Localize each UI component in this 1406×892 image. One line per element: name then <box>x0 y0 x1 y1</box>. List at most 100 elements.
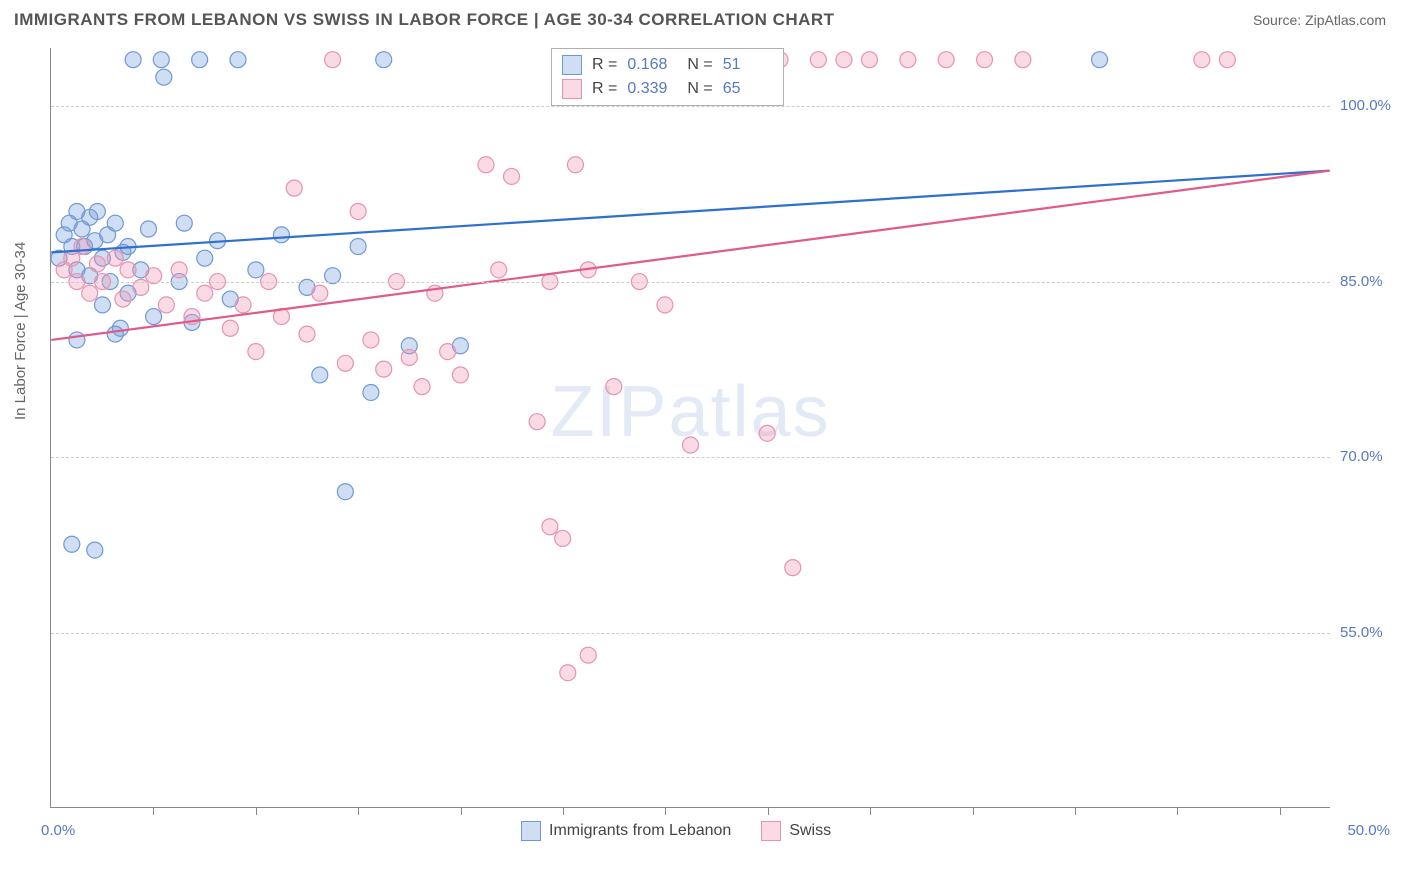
data-point <box>363 332 379 348</box>
gridline-h <box>51 106 1330 107</box>
data-point <box>273 227 289 243</box>
data-point <box>325 52 341 68</box>
data-point <box>153 52 169 68</box>
trend-line <box>51 171 1329 253</box>
data-point <box>504 168 520 184</box>
data-point <box>115 291 131 307</box>
swatch-bottom-0 <box>521 821 541 841</box>
data-point <box>197 285 213 301</box>
legend-bottom-item-1: Swiss <box>761 821 831 841</box>
data-point <box>1092 52 1108 68</box>
data-point <box>89 203 105 219</box>
n-value-1: 65 <box>723 80 773 98</box>
y-tick-label: 70.0% <box>1340 448 1400 465</box>
data-point <box>64 536 80 552</box>
data-point <box>337 484 353 500</box>
data-point <box>977 52 993 68</box>
chart-plot-area: ZIPatlas R = 0.168 N = 51 R = 0.339 N = … <box>50 48 1330 808</box>
data-point <box>580 647 596 663</box>
data-point <box>560 665 576 681</box>
data-point <box>235 297 251 313</box>
x-tick <box>256 807 257 815</box>
data-point <box>107 215 123 231</box>
data-point <box>192 52 208 68</box>
data-point <box>376 52 392 68</box>
data-point <box>82 285 98 301</box>
data-point <box>1194 52 1210 68</box>
data-point <box>125 52 141 68</box>
legend-bottom-label-0: Immigrants from Lebanon <box>549 822 731 840</box>
x-tick <box>461 807 462 815</box>
data-point <box>376 361 392 377</box>
data-point <box>156 69 172 85</box>
r-label: R = <box>592 80 617 98</box>
r-label: R = <box>592 56 617 74</box>
x-tick <box>563 807 564 815</box>
x-tick <box>665 807 666 815</box>
x-tick <box>973 807 974 815</box>
data-point <box>248 262 264 278</box>
y-tick-label: 85.0% <box>1340 273 1400 290</box>
data-point <box>107 250 123 266</box>
x-tick <box>1280 807 1281 815</box>
gridline-h <box>51 457 1330 458</box>
data-point <box>836 52 852 68</box>
n-value-0: 51 <box>723 56 773 74</box>
gridline-h <box>51 633 1330 634</box>
data-point <box>938 52 954 68</box>
data-point <box>158 297 174 313</box>
data-point <box>222 320 238 336</box>
swatch-series-0 <box>562 55 582 75</box>
x-tick <box>358 807 359 815</box>
data-point <box>491 262 507 278</box>
y-tick-label: 100.0% <box>1340 97 1400 114</box>
trend-line <box>51 171 1329 340</box>
data-point <box>312 285 328 301</box>
data-point <box>529 414 545 430</box>
swatch-series-1 <box>562 79 582 99</box>
gridline-h <box>51 282 1330 283</box>
data-point <box>363 384 379 400</box>
x-tick <box>870 807 871 815</box>
data-point <box>452 367 468 383</box>
data-point <box>785 560 801 576</box>
data-point <box>900 52 916 68</box>
legend-row-series-1: R = 0.339 N = 65 <box>562 77 773 101</box>
x-axis-min-label: 0.0% <box>41 822 75 839</box>
data-point <box>120 262 136 278</box>
legend-bottom-item-0: Immigrants from Lebanon <box>521 821 731 841</box>
data-point <box>141 221 157 237</box>
data-point <box>567 157 583 173</box>
legend-bottom-label-1: Swiss <box>789 822 831 840</box>
data-point <box>286 180 302 196</box>
data-point <box>74 239 90 255</box>
chart-title: IMMIGRANTS FROM LEBANON VS SWISS IN LABO… <box>14 10 835 30</box>
legend-bottom: Immigrants from Lebanon Swiss <box>521 821 831 841</box>
data-point <box>440 344 456 360</box>
x-axis-max-label: 50.0% <box>1347 822 1390 839</box>
x-tick <box>153 807 154 815</box>
data-point <box>555 530 571 546</box>
data-point <box>414 379 430 395</box>
data-point <box>683 437 699 453</box>
data-point <box>176 215 192 231</box>
data-point <box>107 326 123 342</box>
data-point <box>759 425 775 441</box>
data-point <box>69 332 85 348</box>
data-point <box>478 157 494 173</box>
data-point <box>230 52 246 68</box>
legend-row-series-0: R = 0.168 N = 51 <box>562 53 773 77</box>
data-point <box>657 297 673 313</box>
n-label: N = <box>687 80 712 98</box>
legend-correlation-box: R = 0.168 N = 51 R = 0.339 N = 65 <box>551 48 784 106</box>
data-point <box>810 52 826 68</box>
x-tick <box>768 807 769 815</box>
r-value-0: 0.168 <box>627 56 677 74</box>
data-point <box>171 262 187 278</box>
data-point <box>350 203 366 219</box>
y-tick-label: 55.0% <box>1340 624 1400 641</box>
data-point <box>350 239 366 255</box>
data-point <box>248 344 264 360</box>
data-point <box>299 326 315 342</box>
data-point <box>606 379 622 395</box>
